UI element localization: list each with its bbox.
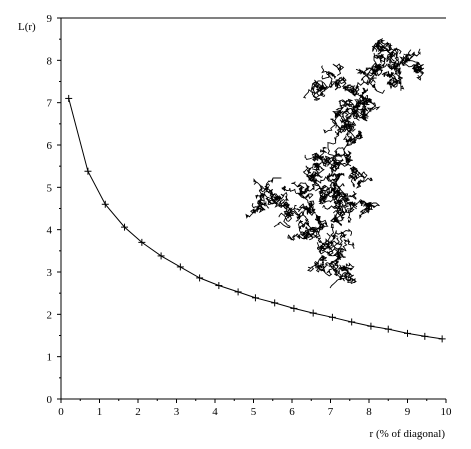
x-tick-label: 3 bbox=[174, 406, 180, 418]
series-line bbox=[68, 98, 443, 340]
x-tick-label: 0 bbox=[58, 406, 64, 418]
data-point bbox=[101, 200, 109, 208]
y-tick-label: 9 bbox=[47, 13, 53, 25]
data-point bbox=[271, 299, 279, 307]
tick-labels: 0 1 2 3 4 5 6 7 8 9 10 0 1 2 3 4 5 6 7 8 9 bbox=[47, 13, 453, 418]
data-point bbox=[384, 325, 392, 333]
x-tick-label: 4 bbox=[212, 406, 218, 418]
data-point bbox=[309, 309, 317, 317]
x-tick-label: 6 bbox=[289, 406, 295, 418]
y-tick-label: 8 bbox=[47, 55, 53, 67]
x-tick-label: 8 bbox=[366, 406, 372, 418]
ticks bbox=[57, 17, 447, 403]
data-point bbox=[367, 322, 375, 330]
data-point bbox=[215, 282, 223, 290]
y-tick-label: 0 bbox=[47, 394, 53, 406]
data-point bbox=[421, 332, 429, 340]
data-point bbox=[404, 329, 411, 337]
data-point bbox=[290, 304, 298, 312]
y-tick-label: 2 bbox=[47, 309, 53, 321]
data-point bbox=[348, 318, 356, 326]
x-tick-label: 1 bbox=[97, 406, 103, 418]
fractal-inset-image bbox=[245, 38, 425, 289]
data-point bbox=[121, 223, 129, 231]
x-tick-label: 7 bbox=[328, 406, 334, 418]
x-tick-label: 10 bbox=[441, 406, 453, 418]
data-point bbox=[196, 274, 204, 282]
x-tick-label: 9 bbox=[405, 406, 411, 418]
markers bbox=[65, 94, 446, 343]
y-tick-label: 1 bbox=[47, 352, 53, 364]
data-point bbox=[157, 252, 165, 260]
data-point bbox=[328, 313, 336, 321]
y-tick-label: 6 bbox=[47, 140, 53, 152]
y-tick-label: 3 bbox=[47, 267, 53, 279]
y-tick-label: 5 bbox=[47, 182, 53, 194]
data-point bbox=[84, 167, 92, 175]
data-point bbox=[234, 288, 242, 296]
data-point bbox=[65, 94, 73, 102]
data-point bbox=[138, 238, 146, 246]
x-axis-label: r (% of diagonal) bbox=[370, 428, 446, 440]
y-tick-label: 7 bbox=[47, 98, 53, 110]
x-tick-label: 2 bbox=[135, 406, 141, 418]
data-point bbox=[438, 335, 446, 343]
data-point bbox=[176, 263, 184, 271]
x-tick-label: 5 bbox=[251, 406, 257, 418]
y-tick-label: 4 bbox=[47, 225, 53, 237]
y-axis-label: L(r) bbox=[18, 21, 36, 33]
data-point bbox=[251, 294, 259, 302]
